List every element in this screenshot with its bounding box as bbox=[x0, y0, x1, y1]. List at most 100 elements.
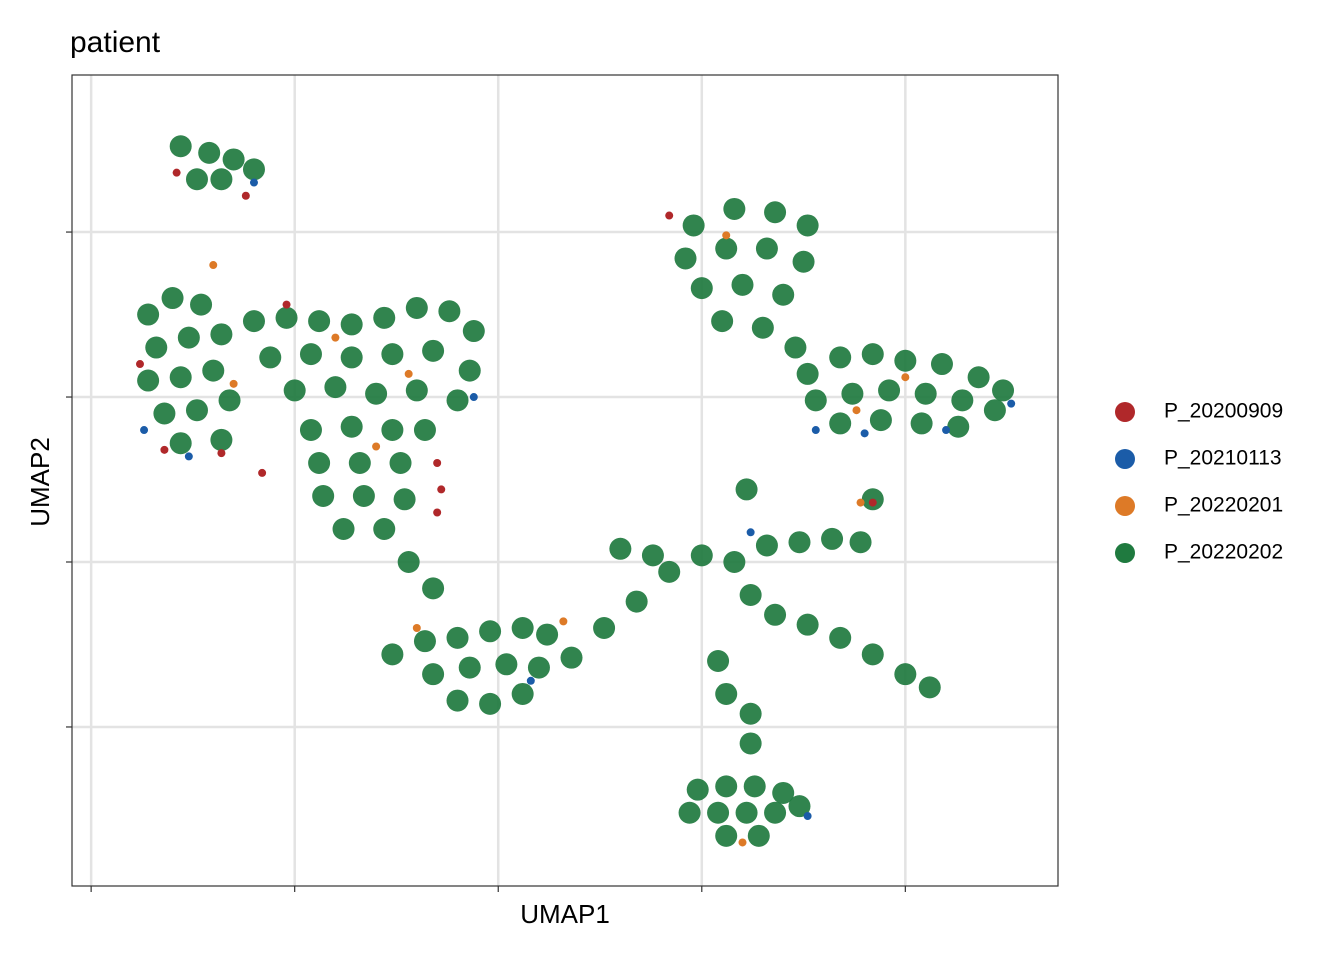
point bbox=[373, 518, 396, 541]
point bbox=[348, 452, 371, 475]
point bbox=[526, 676, 535, 685]
point bbox=[992, 379, 1015, 402]
point bbox=[869, 409, 892, 432]
point bbox=[275, 306, 298, 329]
point bbox=[942, 426, 951, 435]
point bbox=[792, 250, 815, 273]
point bbox=[433, 508, 442, 517]
point bbox=[764, 201, 787, 224]
point bbox=[715, 824, 738, 847]
legend-swatch bbox=[1115, 543, 1135, 563]
point bbox=[412, 623, 421, 632]
point bbox=[861, 643, 884, 666]
point bbox=[829, 346, 852, 369]
point bbox=[686, 778, 709, 801]
point bbox=[711, 310, 734, 333]
point bbox=[458, 656, 481, 679]
point bbox=[145, 336, 168, 359]
point bbox=[469, 393, 478, 402]
point bbox=[160, 445, 169, 454]
grid bbox=[72, 75, 1058, 886]
point bbox=[381, 643, 404, 666]
point bbox=[690, 544, 713, 567]
point bbox=[764, 603, 787, 626]
point bbox=[731, 273, 754, 296]
point bbox=[299, 419, 322, 442]
points bbox=[135, 135, 1016, 847]
point bbox=[811, 426, 820, 435]
point bbox=[340, 415, 363, 438]
point bbox=[803, 812, 812, 821]
point bbox=[222, 148, 245, 171]
point bbox=[723, 550, 746, 573]
point bbox=[299, 343, 322, 366]
point bbox=[137, 303, 160, 326]
legend-swatch bbox=[1115, 449, 1135, 469]
point bbox=[784, 336, 807, 359]
point bbox=[242, 158, 265, 181]
point bbox=[707, 801, 730, 824]
legend-label: P_20210113 bbox=[1164, 447, 1282, 470]
point bbox=[722, 231, 731, 240]
legend-swatch bbox=[1115, 402, 1135, 422]
point bbox=[135, 360, 144, 369]
point bbox=[690, 277, 713, 300]
point bbox=[878, 379, 901, 402]
point bbox=[764, 801, 787, 824]
point bbox=[860, 429, 869, 438]
point bbox=[536, 623, 559, 646]
point bbox=[404, 369, 413, 378]
point bbox=[788, 531, 811, 554]
point bbox=[372, 442, 381, 451]
point bbox=[804, 389, 827, 412]
point bbox=[381, 419, 404, 442]
point bbox=[282, 300, 291, 309]
point bbox=[462, 320, 485, 343]
point bbox=[308, 452, 331, 475]
point bbox=[772, 283, 795, 306]
point bbox=[397, 550, 420, 573]
point bbox=[458, 359, 481, 382]
point bbox=[735, 801, 758, 824]
point bbox=[746, 528, 755, 537]
point bbox=[433, 459, 442, 468]
point bbox=[723, 197, 746, 220]
point bbox=[678, 801, 701, 824]
point bbox=[715, 237, 738, 260]
chart-title: patient bbox=[70, 26, 161, 59]
point bbox=[437, 485, 446, 494]
point bbox=[422, 577, 445, 600]
point bbox=[829, 626, 852, 649]
point bbox=[185, 168, 208, 191]
point bbox=[210, 428, 233, 451]
point bbox=[479, 620, 502, 643]
point bbox=[172, 168, 181, 177]
point bbox=[894, 663, 917, 686]
point bbox=[821, 527, 844, 550]
point bbox=[422, 339, 445, 362]
point bbox=[665, 211, 674, 220]
point bbox=[511, 616, 534, 639]
point bbox=[983, 399, 1006, 422]
point bbox=[739, 732, 762, 755]
point bbox=[593, 616, 616, 639]
point bbox=[169, 432, 192, 455]
point bbox=[161, 287, 184, 310]
point bbox=[951, 389, 974, 412]
point bbox=[210, 168, 233, 191]
legend: P_20200909 P_20210113 P_20220201 P_20220202 bbox=[1115, 400, 1283, 564]
point bbox=[218, 389, 241, 412]
point bbox=[198, 141, 221, 164]
point bbox=[625, 590, 648, 613]
point bbox=[249, 178, 258, 187]
point bbox=[242, 310, 265, 333]
point bbox=[140, 426, 149, 435]
point bbox=[861, 343, 884, 366]
point bbox=[202, 359, 225, 382]
point bbox=[674, 247, 697, 270]
point bbox=[715, 775, 738, 798]
point bbox=[352, 485, 375, 508]
point bbox=[177, 326, 200, 349]
point bbox=[332, 518, 355, 541]
